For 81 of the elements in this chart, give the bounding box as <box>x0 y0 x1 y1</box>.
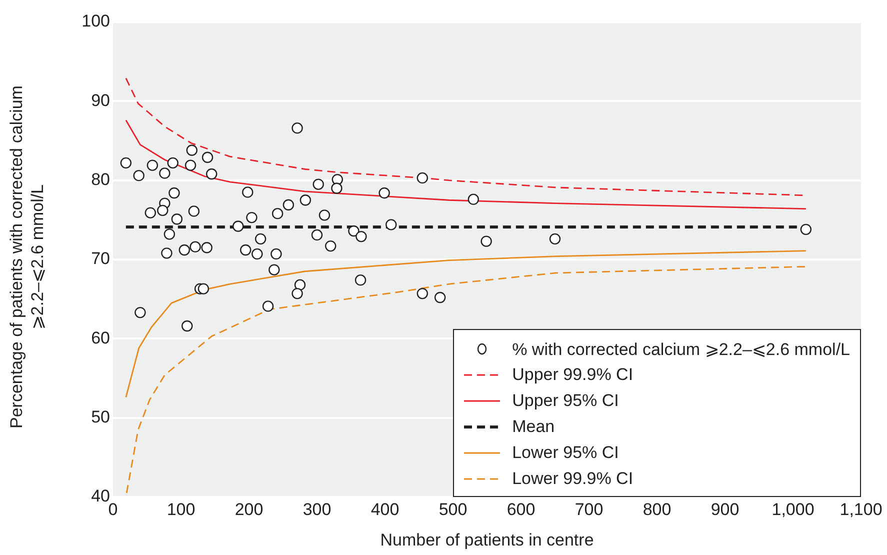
point <box>133 170 144 182</box>
point <box>386 219 397 230</box>
point <box>348 225 360 237</box>
point <box>232 220 244 232</box>
x-tick-label: 1,000 <box>772 500 814 519</box>
x-tick-label: 900 <box>710 500 740 519</box>
legend-label: Upper 95% CI <box>512 391 619 411</box>
point <box>416 172 428 184</box>
y-tick-label: 90 <box>91 90 110 110</box>
point <box>171 214 183 225</box>
point <box>800 224 812 236</box>
point <box>167 157 178 169</box>
point <box>356 230 367 242</box>
y-tick-label: 40 <box>91 486 110 506</box>
point <box>331 182 342 194</box>
point <box>144 207 156 218</box>
x-tick-label: 600 <box>506 500 536 519</box>
x-tick-label: 300 <box>302 500 332 519</box>
point <box>300 194 312 206</box>
point <box>434 292 446 304</box>
point <box>120 157 132 169</box>
point <box>182 320 193 332</box>
x-tick-label: 100 <box>166 500 196 519</box>
point <box>468 194 479 205</box>
point <box>188 206 200 217</box>
point <box>246 212 258 224</box>
point <box>312 178 324 190</box>
point <box>206 168 218 180</box>
point <box>272 208 284 220</box>
point <box>270 248 282 260</box>
point <box>184 160 196 171</box>
y-tick-label: 100 <box>82 12 110 31</box>
y-tick-label: 60 <box>91 328 110 348</box>
x-axis-title: Number of patients in centre <box>380 530 594 550</box>
x-tick-label: 700 <box>574 500 604 519</box>
point <box>157 204 168 216</box>
point <box>292 122 303 134</box>
point <box>292 288 303 300</box>
legend-label: Mean <box>512 417 555 437</box>
point <box>159 168 170 179</box>
y-tick-label: 50 <box>91 408 110 427</box>
legend-label: Upper 99.9% CI <box>512 365 634 385</box>
point <box>311 229 323 241</box>
point <box>262 300 274 312</box>
x-tick-label: 500 <box>438 500 468 519</box>
point <box>549 233 561 245</box>
point <box>318 210 330 221</box>
point <box>168 187 180 199</box>
point <box>146 160 158 171</box>
point <box>164 228 176 240</box>
x-tick-label: 200 <box>234 500 264 519</box>
x-tick-label: 400 <box>370 500 400 519</box>
legend-label: Lower 99.9% CI <box>512 469 634 489</box>
point <box>190 241 201 252</box>
point <box>252 248 263 260</box>
x-tick-label: 800 <box>642 500 672 519</box>
point <box>186 144 198 156</box>
point <box>178 244 190 256</box>
point <box>254 233 266 245</box>
point <box>325 240 336 252</box>
point <box>282 199 294 210</box>
legend-label: Lower 95% CI <box>512 443 619 463</box>
point <box>198 283 210 294</box>
x-tick-label: 1,100 <box>840 500 882 519</box>
y-tick-label: 80 <box>91 170 110 190</box>
legend-label: % with corrected calcium ⩾2.2–⩽2.6 mmol/L <box>512 338 850 360</box>
y-tick-label: 70 <box>91 249 110 268</box>
point <box>354 274 366 286</box>
point <box>242 186 254 198</box>
point <box>240 244 252 256</box>
x-tick-label: 0 <box>108 500 118 519</box>
point <box>416 288 428 300</box>
point <box>134 306 146 318</box>
point <box>378 187 390 199</box>
point <box>201 242 212 254</box>
point <box>268 264 280 276</box>
point <box>202 152 214 163</box>
point <box>480 236 492 247</box>
y-axis-title: Percentage of patients with corrected calcium ⩾2.2–⩽2.6 mmol/L <box>6 84 48 431</box>
point <box>161 248 172 259</box>
point <box>294 279 306 290</box>
